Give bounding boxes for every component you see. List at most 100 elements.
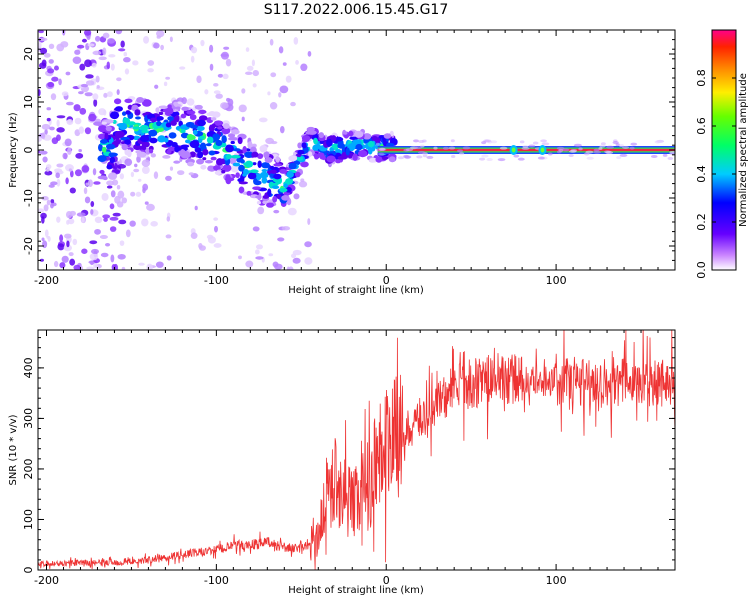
spectral-blob: [125, 110, 132, 115]
spectral-blob: [105, 143, 116, 150]
spectral-blob: [38, 37, 48, 42]
spectral-blob: [298, 180, 308, 188]
spectral-blob: [654, 140, 661, 144]
spectral-blob: [383, 133, 392, 139]
spectral-blob: [186, 110, 196, 115]
spectral-blob: [486, 158, 493, 162]
spectral-blob: [214, 170, 222, 175]
spectral-blob: [255, 195, 262, 199]
spectral-blob: [267, 188, 272, 197]
spectral-blob: [143, 35, 150, 44]
spectral-blob: [90, 208, 94, 215]
spectral-blob: [616, 156, 622, 160]
spectral-blob: [270, 169, 278, 174]
spectral-blob: [225, 174, 231, 181]
spectral-blob: [87, 43, 95, 47]
spectral-blob: [185, 139, 191, 144]
spectral-blob: [414, 146, 423, 150]
spectral-blob: [258, 117, 268, 123]
spectral-blob: [196, 75, 202, 84]
spectral-blob: [123, 52, 128, 57]
spectral-blob: [252, 70, 260, 77]
spectral-blob: [362, 133, 372, 140]
x-tick-label: -200: [34, 274, 59, 287]
spectral-blob: [38, 41, 42, 49]
spectral-blob: [53, 168, 63, 173]
spectral-blob: [141, 99, 152, 107]
spectral-blob: [86, 266, 95, 270]
spectral-blob: [586, 156, 594, 160]
spectral-blob: [220, 102, 229, 109]
spectral-blob: [630, 142, 638, 146]
spectral-blob: [286, 171, 294, 178]
spectral-blob: [175, 114, 180, 123]
spectral-blob: [141, 166, 150, 174]
spectral-blob: [81, 165, 90, 173]
spectral-blob: [155, 107, 160, 114]
spectral-blob: [41, 123, 51, 130]
spectral-blob: [109, 156, 116, 164]
spectral-blob: [89, 253, 99, 261]
spectral-blob: [117, 253, 126, 260]
spectral-blob: [386, 143, 395, 147]
spectral-blob: [142, 129, 148, 133]
spectral-blob: [66, 220, 70, 225]
spectral-blob: [279, 187, 288, 193]
spectral-blob: [110, 190, 116, 198]
spectral-blob: [629, 146, 635, 150]
spectral-blob: [180, 150, 191, 159]
spectral-blob: [165, 122, 172, 128]
spectral-blob: [92, 168, 97, 176]
spectral-blob: [73, 104, 81, 112]
spectral-blob: [155, 261, 164, 268]
spectral-blob: [47, 68, 55, 74]
spectral-blob: [287, 207, 297, 216]
spectral-blob: [300, 161, 309, 168]
spectral-blob: [225, 58, 232, 67]
spectral-blob: [189, 140, 200, 149]
spectral-blob: [562, 148, 570, 152]
spectral-blob: [345, 147, 350, 156]
spectral-blob: [598, 147, 603, 151]
spectral-blob: [90, 248, 99, 254]
spectral-blob: [317, 152, 325, 158]
x-tick-label: -100: [204, 574, 229, 587]
spectral-blob: [171, 141, 178, 146]
spectral-blob: [479, 157, 486, 161]
spectral-blob: [272, 261, 279, 268]
spectral-blob: [41, 196, 49, 201]
spectral-blob: [124, 98, 133, 104]
spectral-blob: [261, 177, 268, 184]
spectral-blob: [180, 128, 186, 134]
spectral-blob: [50, 181, 58, 186]
spectral-blob: [89, 240, 98, 245]
spectral-blob: [158, 105, 168, 109]
spectral-blob: [116, 89, 120, 96]
spectral-blob: [39, 258, 44, 262]
spectral-blob: [194, 104, 203, 110]
spectral-blob: [156, 30, 165, 38]
spectral-blob: [44, 229, 49, 238]
spectral-blob: [519, 140, 525, 144]
spectral-blob: [59, 234, 64, 242]
spectral-blob: [112, 212, 121, 217]
spectral-blob: [79, 107, 87, 115]
colorbar: 0.0 0.2 0.4 0.6 0.8 Normalized spectral ampl…: [695, 29, 749, 279]
spectral-blob: [93, 121, 103, 126]
colorbar-tick-label: 0.2: [695, 213, 708, 231]
spectral-blob: [277, 237, 285, 242]
spectral-blob: [47, 235, 51, 242]
x-tick-label: -100: [204, 274, 229, 287]
spectral-blob: [173, 160, 181, 164]
spectral-blob: [65, 177, 69, 185]
spectral-blob: [103, 217, 108, 222]
spectral-blob: [374, 137, 381, 144]
y-tick-label: 10: [22, 95, 35, 109]
spectral-blob: [188, 172, 195, 176]
spectral-blob: [69, 187, 76, 194]
spectral-blob: [404, 155, 412, 159]
spectral-blob: [558, 148, 564, 152]
spectral-blob: [109, 226, 117, 232]
spectral-blob: [139, 124, 149, 131]
spectral-blob: [213, 217, 219, 221]
